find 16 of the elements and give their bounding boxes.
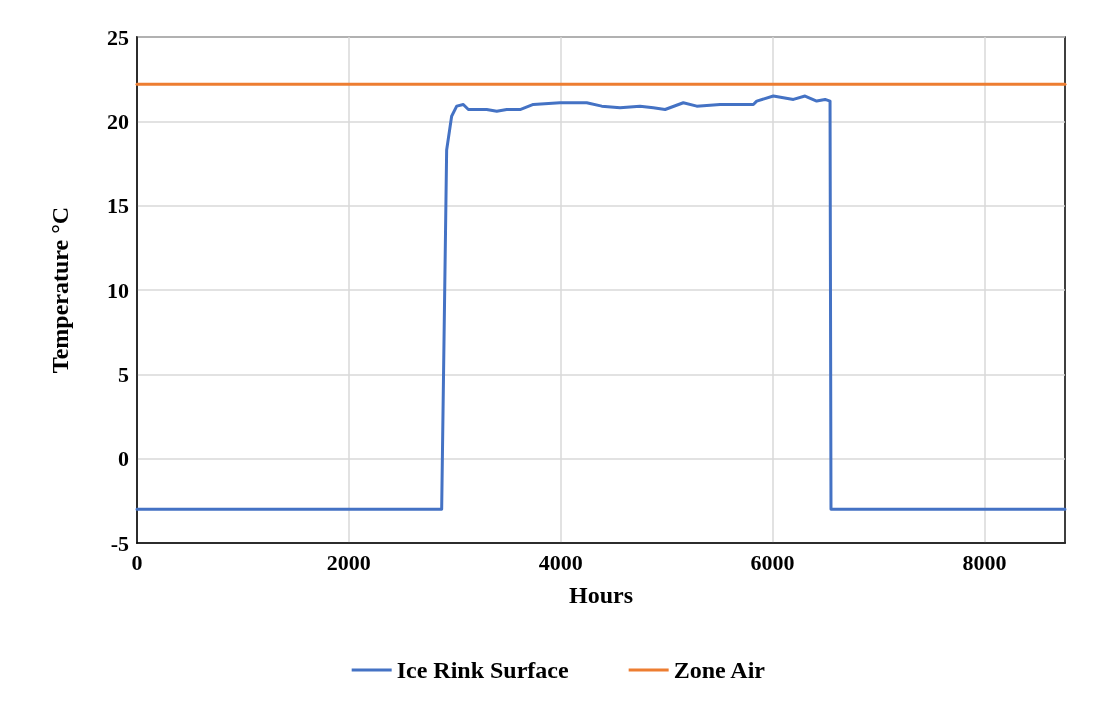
y-tick-label: 10 (107, 277, 129, 303)
y-tick-label: 20 (107, 108, 129, 134)
x-tick-label: 2000 (326, 549, 371, 575)
y-tick-label: -5 (110, 530, 129, 556)
x-axis-title: Hours (568, 582, 634, 608)
x-tick-label: 6000 (750, 549, 795, 575)
x-tick-label: 4000 (538, 549, 583, 575)
y-axis-title: Temperature °C (47, 206, 73, 374)
legend-label: Zone Air (673, 657, 766, 683)
x-tick-label: 8000 (962, 549, 1007, 575)
y-tick-label: 25 (107, 24, 129, 50)
line-series (135, 94, 1067, 511)
legend-label: Ice Rink Surface (396, 657, 570, 683)
y-tick-label: 0 (118, 446, 129, 472)
y-tick-label: 15 (107, 193, 129, 219)
y-tick-label: 5 (118, 361, 129, 387)
